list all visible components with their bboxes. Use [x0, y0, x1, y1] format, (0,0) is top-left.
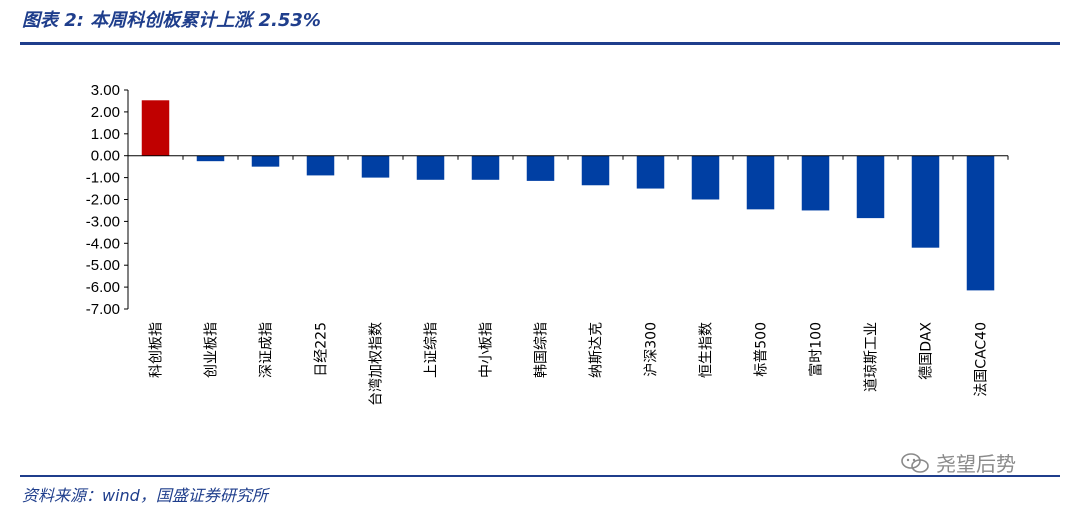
bar — [306, 155, 335, 176]
bar — [911, 155, 940, 248]
x-tick-label: 中小板指 — [479, 322, 495, 378]
x-tick-label: 创业板指 — [204, 322, 220, 378]
bar — [471, 155, 500, 180]
y-tick-label: 1.00 — [91, 126, 120, 143]
x-tick-label: 韩国综指 — [534, 322, 550, 378]
bar — [746, 155, 775, 210]
x-tick-label: 标普500 — [754, 322, 770, 377]
x-tick-label: 纳斯达克 — [589, 322, 605, 378]
bar — [361, 155, 390, 178]
bar — [856, 155, 885, 219]
bar — [526, 155, 555, 181]
y-tick-label: -4.00 — [86, 235, 120, 252]
y-tick-label: 0.00 — [91, 148, 120, 165]
bar — [966, 155, 995, 291]
wechat-icon — [901, 452, 929, 473]
x-tick-label: 恒生指数 — [699, 322, 715, 378]
bar — [581, 155, 610, 186]
bar — [691, 155, 720, 200]
y-tick-label: -5.00 — [86, 257, 120, 274]
bar — [636, 155, 665, 189]
source-rule — [20, 475, 1060, 477]
bar — [141, 100, 170, 156]
figure-title: 图表 2: 本周科创板累计上涨 2.53% — [22, 10, 321, 31]
x-tick-label: 上证综指 — [424, 322, 440, 378]
bar-chart: 3.00 2.00 1.00 0.00 -1.00 -2.00 -3.00 -4.00 -5.0… — [86, 82, 1009, 406]
y-tick-label: -1.00 — [86, 170, 120, 187]
y-tick-label: 3.00 — [91, 82, 120, 99]
y-tick-label: 2.00 — [91, 104, 120, 121]
y-tick-label: -7.00 — [86, 301, 120, 318]
x-tick-label: 沪深300 — [644, 322, 660, 377]
x-tick-label: 深证成指 — [259, 322, 275, 378]
x-tick-label: 台湾加权指数 — [368, 322, 385, 406]
bar — [251, 155, 280, 167]
x-tick-label: 道琼斯工业 — [864, 322, 880, 392]
bar — [416, 155, 445, 180]
watermark-text: 尧望后势 — [936, 452, 1016, 476]
x-tick-label: 法国CAC40 — [974, 322, 990, 397]
y-tick-label: -6.00 — [86, 279, 120, 296]
watermark: 尧望后势 — [900, 448, 1016, 477]
title-rule — [20, 42, 1060, 45]
x-tick-label: 科创板指 — [149, 322, 165, 378]
bar — [196, 155, 225, 162]
x-tick-label: 德国DAX — [919, 322, 935, 380]
x-tick-label: 富时100 — [808, 322, 825, 377]
source-note: 资料来源：wind，国盛证券研究所 — [22, 486, 268, 505]
x-tick-label: 日经225 — [314, 322, 330, 377]
bar — [801, 155, 830, 211]
y-tick-label: -2.00 — [86, 192, 120, 209]
y-tick-label: -3.00 — [86, 213, 120, 230]
